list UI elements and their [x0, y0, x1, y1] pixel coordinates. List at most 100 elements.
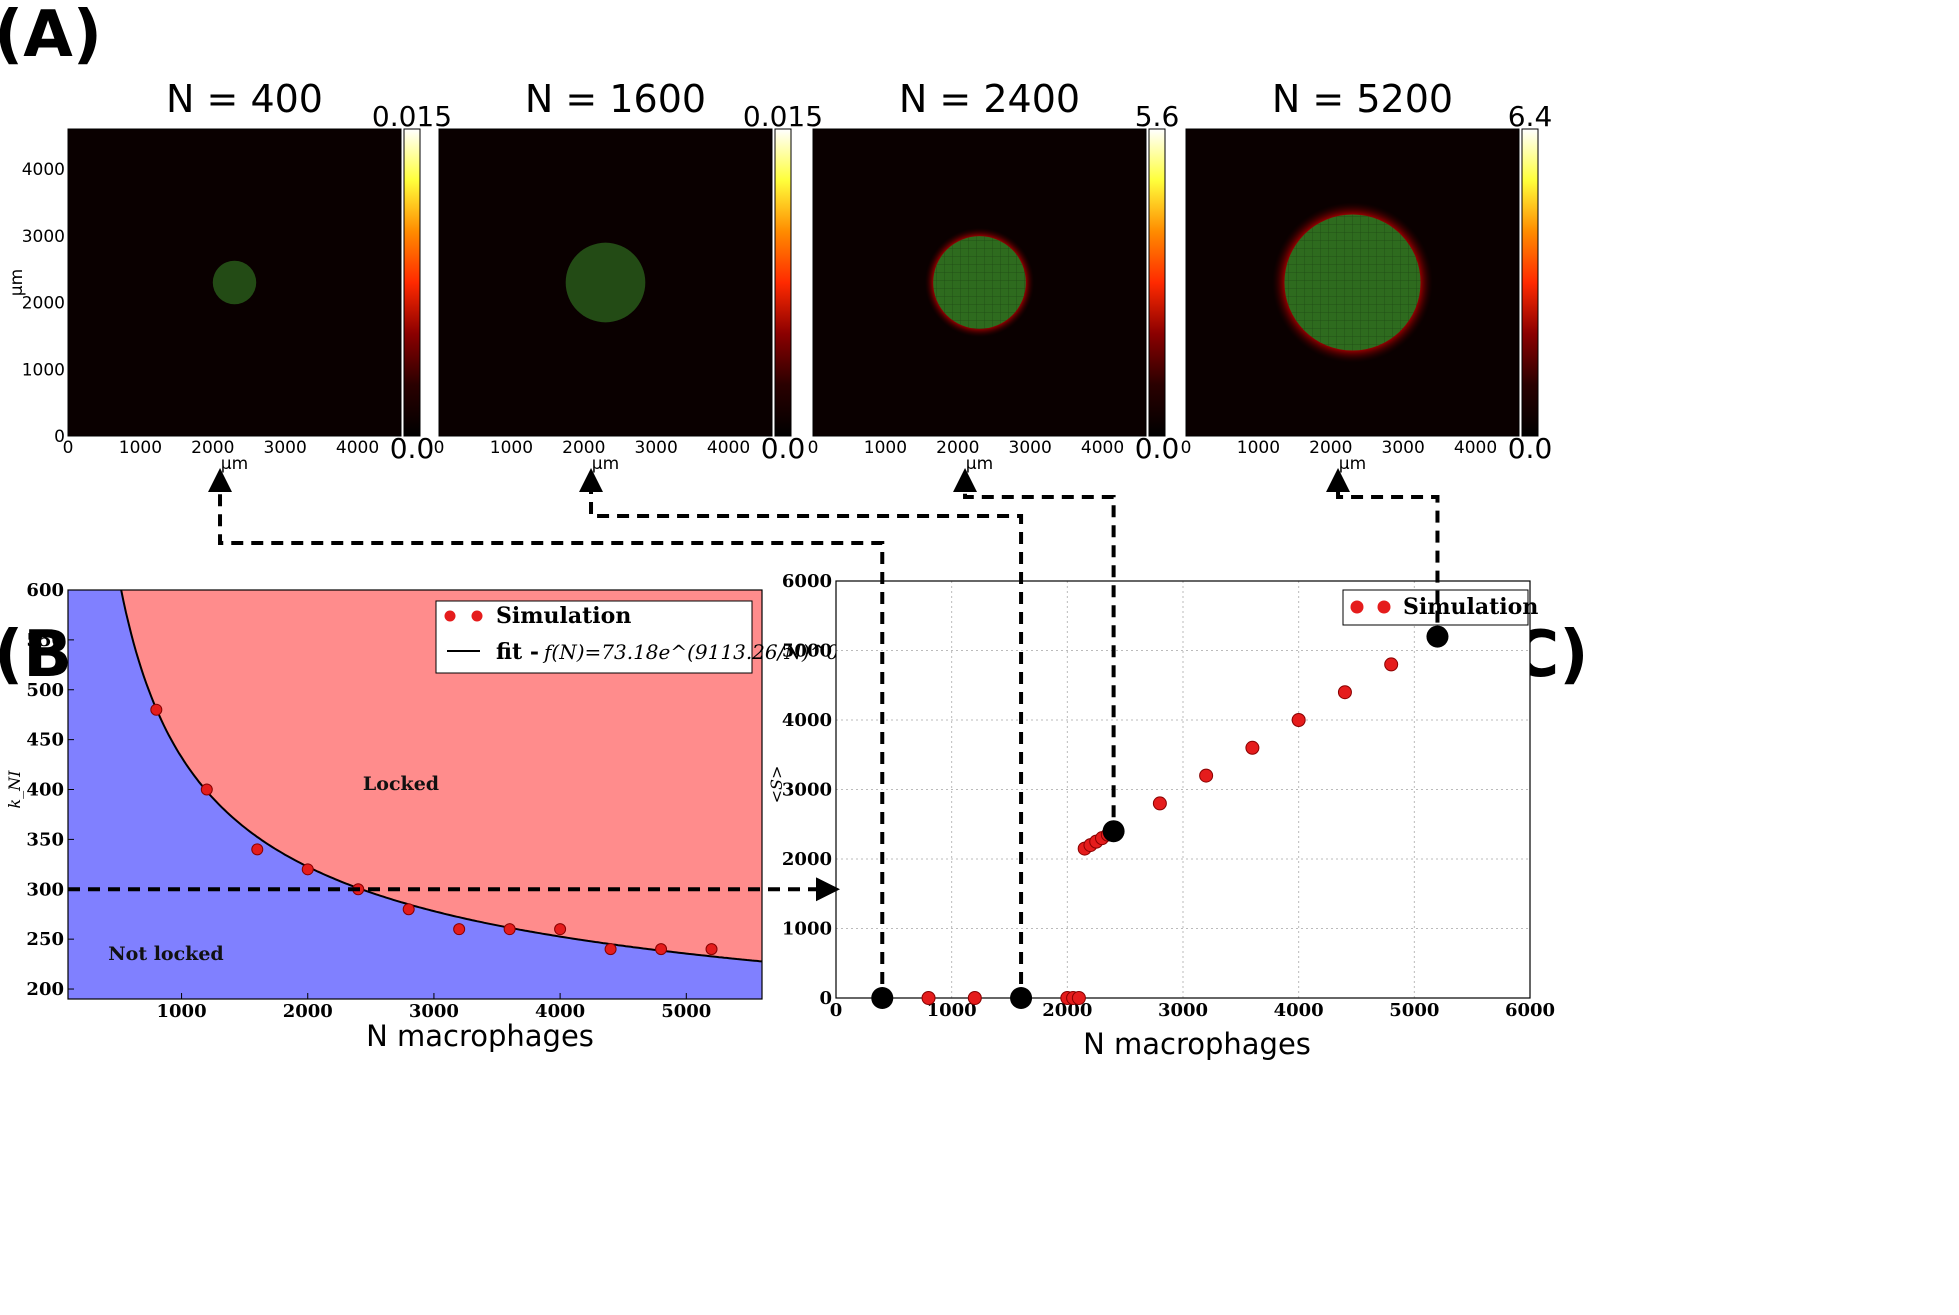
heatmap-x-tick: 3000 [1382, 438, 1425, 458]
simulation-point [402, 903, 415, 916]
panel-c-scatter: 0 1000 2000 3000 4000 5000 6000 0 1000 2000 3000 40… [767, 571, 1555, 1061]
macrophage-cluster [565, 242, 646, 323]
highlighted-point [1426, 625, 1449, 648]
colorbar [774, 128, 792, 437]
heatmap-x-tick: 2000 [936, 438, 979, 458]
x-tick-label: 0 [830, 1000, 843, 1021]
simulation-point [1337, 685, 1352, 700]
heatmap-y-tick: 1000 [22, 360, 65, 380]
y-tick-label: 600 [26, 580, 64, 601]
legend-label-fit: fit - [496, 639, 539, 665]
heatmap-x-tick: 1000 [490, 438, 533, 458]
colorbar-max-label: 0.015 [743, 100, 823, 133]
not-locked-region [68, 590, 762, 999]
simulation-point [1245, 740, 1260, 755]
colorbar-max-label: 5.6 [1135, 100, 1180, 133]
heatmap-x-label: µm [221, 454, 248, 474]
simulation-point [1152, 796, 1167, 811]
legend-marker [1350, 600, 1364, 614]
heatmap-frame [1185, 128, 1520, 437]
y-tick-label: 0 [819, 988, 832, 1009]
y-tick-label: 6000 [782, 571, 832, 592]
simulation-point [200, 783, 213, 796]
macrophage-cluster [933, 236, 1026, 329]
legend-label-simulation: Simulation [496, 603, 631, 629]
colorbar [403, 128, 421, 437]
highlighted-point [871, 987, 894, 1009]
phase-plot-frame [67, 589, 763, 1000]
connector-arrow [953, 468, 1116, 818]
simulation-point [921, 991, 936, 1005]
simulation-point [1071, 991, 1086, 1005]
connector-arrows [68, 468, 1449, 1009]
heatmap-panel: N = 400 0 1000 2000 3000 4000 µm 0 1000 2000 3000 4… [7, 77, 452, 474]
heatmap-frame [438, 128, 773, 437]
heatmap-title: N = 1600 [525, 77, 706, 121]
x-tick-label: 2000 [283, 1001, 333, 1022]
y-tick-label: 250 [26, 929, 64, 950]
y-tick-label: 350 [26, 829, 64, 850]
legend-marker [471, 610, 483, 622]
macrophage-cluster [1284, 214, 1421, 351]
x-tick-label: 5000 [661, 1001, 711, 1022]
simulation-point [503, 923, 516, 936]
y-tick-label: 300 [26, 879, 64, 900]
legend: Simulation fit - f(N)=73.18e^(9113.26/N)^… [435, 600, 871, 674]
y-tick-label: 450 [26, 730, 64, 751]
heatmap-y-tick: 0 [54, 427, 65, 447]
simulation-point [453, 923, 466, 936]
heatmap-x-tick: 1000 [119, 438, 162, 458]
colorbar-max-label: 6.4 [1508, 100, 1553, 133]
y-axis-title: <S> [767, 766, 786, 804]
simulation-point [1384, 657, 1399, 672]
heatmap-x-label: µm [1339, 454, 1366, 474]
y-tick-label: 3000 [782, 780, 832, 801]
heatmap-panel: N = 5200 0 1000 2000 3000 4000 µm 6.4 0.0 [1181, 77, 1553, 474]
legend-label-simulation: Simulation [1403, 594, 1538, 620]
panel-label-a: (A) [0, 0, 102, 72]
panel-a-heatmaps: N = 400 0 1000 2000 3000 4000 µm 0 1000 2000 3000 4… [7, 77, 1552, 474]
heatmap-x-tick: 0 [808, 438, 819, 458]
connector-arrow [208, 468, 885, 984]
heatmap-frame [812, 128, 1147, 437]
heatmap-panel: N = 1600 0 1000 2000 3000 4000 µm 0.015 0.0 [434, 77, 824, 474]
y-axis-title: k_NI [5, 770, 24, 809]
simulation-point [604, 943, 617, 956]
heatmap-x-tick: 0 [63, 438, 74, 458]
y-tick-label: 5000 [782, 641, 832, 662]
heatmap-y-tick: 2000 [22, 294, 65, 314]
heatmap-x-tick: 3000 [264, 438, 307, 458]
heatmap-frame [67, 128, 402, 437]
heatmap-title: N = 5200 [1272, 77, 1453, 121]
colorbar-min-label: 0.0 [1508, 432, 1553, 465]
connector-arrow [579, 468, 1024, 984]
simulation-point [251, 843, 264, 856]
colorbar-max-label: 0.015 [372, 100, 452, 133]
colorbar [1521, 128, 1539, 437]
heatmap-title: N = 2400 [899, 77, 1080, 121]
colorbar [1148, 128, 1166, 437]
heatmap-x-tick: 2000 [191, 438, 234, 458]
heatmap-x-tick: 4000 [1081, 438, 1124, 458]
y-tick-label: 400 [26, 780, 64, 801]
colorbar-min-label: 0.0 [390, 432, 435, 465]
heatmap-x-tick: 0 [434, 438, 445, 458]
locked-region-label: Locked [363, 773, 439, 795]
simulation-point [1199, 768, 1214, 783]
heatmap-x-tick: 1000 [864, 438, 907, 458]
heatmap-y-tick: 4000 [22, 160, 65, 180]
simulation-point [655, 943, 668, 956]
heatmap-x-tick: 2000 [562, 438, 605, 458]
heatmap-x-tick: 1000 [1237, 438, 1280, 458]
x-tick-label: 1000 [927, 1000, 977, 1021]
y-tick-label: 500 [26, 680, 64, 701]
legend: Simulation [1342, 589, 1538, 626]
simulation-point [1291, 713, 1306, 727]
heatmap-x-tick: 3000 [1009, 438, 1052, 458]
simulation-point [967, 991, 982, 1005]
heatmap-x-tick: 4000 [1454, 438, 1497, 458]
heatmap-panel: N = 2400 0 1000 2000 3000 4000 µm 5.6 0.0 [808, 77, 1180, 474]
colorbar-min-label: 0.0 [1135, 432, 1180, 465]
heatmap-title: N = 400 [166, 77, 323, 121]
